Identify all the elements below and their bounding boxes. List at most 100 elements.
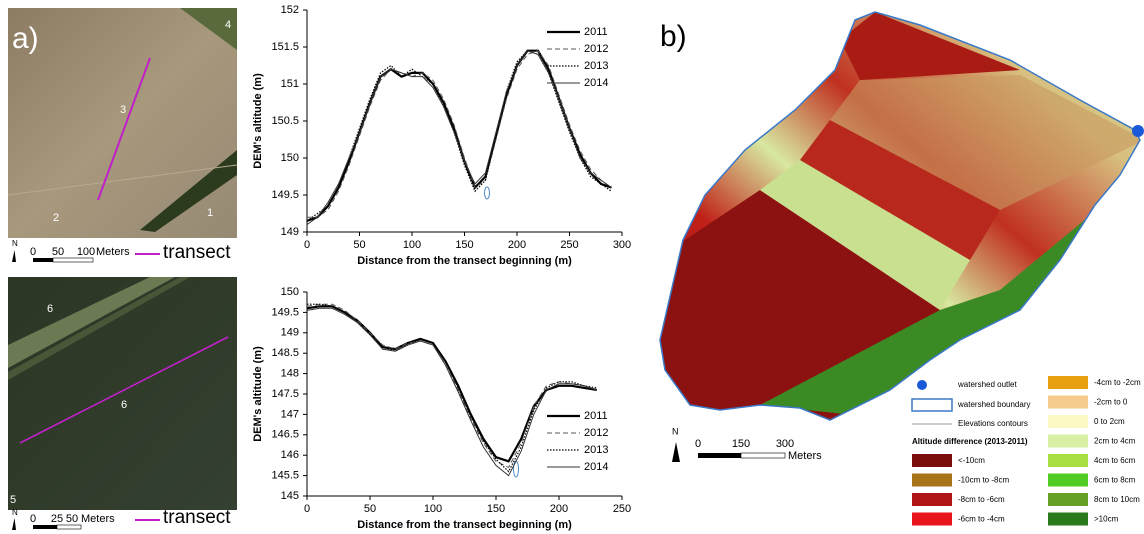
scale-bar (33, 525, 57, 529)
aerial-image-top (7, 8, 238, 238)
field-number: 3 (120, 104, 126, 116)
scale-label: 25 (51, 513, 63, 525)
legend-label: 0 to 2cm (1094, 417, 1125, 426)
x-tick-label: 0 (304, 239, 310, 251)
series-line (306, 50, 612, 226)
x-axis-label: Distance from the transect beginning (m) (357, 519, 572, 531)
legend-label: 2013 (584, 444, 608, 456)
legend-label: -2cm to 0 (1094, 398, 1128, 407)
legend-label: 2cm to 4cm (1094, 437, 1136, 446)
x-tick-label: 150 (487, 503, 505, 515)
field-number: 6 (121, 399, 127, 411)
legend-label: 8cm to 10cm (1094, 495, 1140, 504)
x-tick-label: 0 (304, 503, 310, 515)
legend-label: 2014 (584, 461, 608, 473)
panel-label: a) (12, 22, 39, 55)
legend-symbol (917, 380, 927, 390)
field-number: 4 (225, 19, 231, 31)
scale-label: 0 (30, 246, 36, 258)
north-arrow (672, 442, 680, 462)
y-tick-label: 151 (281, 78, 299, 90)
y-axis-label: DEM's altitude (m) (252, 346, 264, 442)
field-number: 2 (53, 212, 59, 224)
legend-label: 6cm to 8cm (1094, 476, 1136, 485)
y-tick-label: 146 (281, 449, 299, 461)
change-marker (484, 186, 490, 200)
legend-label: watershed outlet (957, 380, 1017, 389)
north-label: N (12, 508, 18, 517)
north-label: N (672, 426, 679, 436)
legend-swatch (1048, 415, 1088, 428)
legend-label: 2012 (584, 43, 608, 55)
north-arrow (12, 250, 16, 262)
y-tick-label: 152 (281, 4, 299, 16)
y-tick-label: 145.5 (271, 470, 299, 482)
legend-swatch (1048, 512, 1088, 526)
legend-label: 2013 (584, 60, 608, 72)
y-tick-label: 148 (281, 368, 299, 380)
series-line (306, 49, 612, 222)
watershed-outlet (1132, 125, 1144, 137)
legend-label: 2011 (584, 410, 608, 422)
scale-bar (52, 257, 94, 263)
legend-swatch (1048, 395, 1088, 409)
legend-label: >10cm (1094, 515, 1119, 524)
legend-swatch (912, 512, 952, 526)
y-tick-label: 148.5 (271, 347, 299, 359)
y-tick-label: 150.5 (271, 115, 299, 127)
legend-swatch (1048, 434, 1088, 448)
scale-label: 0 (695, 438, 701, 450)
scale-unit: Meters (788, 450, 822, 462)
legend-symbol (911, 398, 953, 412)
y-tick-label: 150 (281, 152, 299, 164)
north-label: N (12, 239, 18, 248)
x-tick-label: 150 (455, 239, 473, 251)
series-line (306, 50, 612, 222)
legend-label: 2012 (584, 427, 608, 439)
change-marker (513, 460, 519, 478)
scale-label: 50 (52, 246, 64, 258)
field-number: 6 (47, 303, 53, 315)
x-tick-label: 100 (403, 239, 421, 251)
aerial-image-bottom (8, 277, 237, 510)
series-line (307, 50, 612, 218)
x-tick-label: 200 (508, 239, 526, 251)
y-tick-label: 149.5 (271, 306, 299, 318)
legend-swatch (1048, 376, 1088, 389)
field-number: 5 (10, 494, 16, 506)
north-arrow (12, 518, 16, 530)
y-tick-label: 146.5 (271, 429, 299, 441)
y-tick-label: 149 (281, 226, 299, 238)
legend-label: 4cm to 6cm (1094, 456, 1136, 465)
y-tick-label: 147 (281, 408, 299, 420)
legend-title: Altitude difference (2013-2011) (912, 437, 1028, 446)
legend-label: -8cm to -6cm (958, 495, 1005, 504)
y-tick-label: 149.5 (271, 189, 299, 201)
x-tick-label: 50 (353, 239, 365, 251)
legend-label: 2011 (584, 26, 608, 38)
legend-label: -6cm to -4cm (958, 515, 1005, 524)
scale-bar (698, 453, 741, 458)
legend-swatch (912, 493, 952, 506)
legend-label: 2014 (584, 77, 608, 89)
legend-swatch (1048, 473, 1088, 487)
legend-swatch (912, 454, 952, 467)
legend-swatch (912, 473, 952, 487)
legend-label: -10cm to -8cm (958, 476, 1009, 485)
legend-swatch (1048, 454, 1088, 467)
scale-unit: Meters (96, 246, 130, 258)
difference-map (660, 12, 1140, 420)
x-tick-label: 100 (424, 503, 442, 515)
field-number: 1 (207, 207, 213, 219)
scale-label: 300 (776, 438, 794, 450)
scale-bar (56, 524, 82, 530)
scale-unit: Meters (81, 513, 115, 525)
y-tick-label: 151.5 (271, 41, 299, 53)
transect-label: transect (163, 242, 231, 263)
y-tick-label: 149 (281, 327, 299, 339)
x-tick-label: 50 (364, 503, 376, 515)
legend-swatch (1048, 493, 1088, 506)
x-tick-label: 200 (550, 503, 568, 515)
series-line (306, 303, 597, 469)
